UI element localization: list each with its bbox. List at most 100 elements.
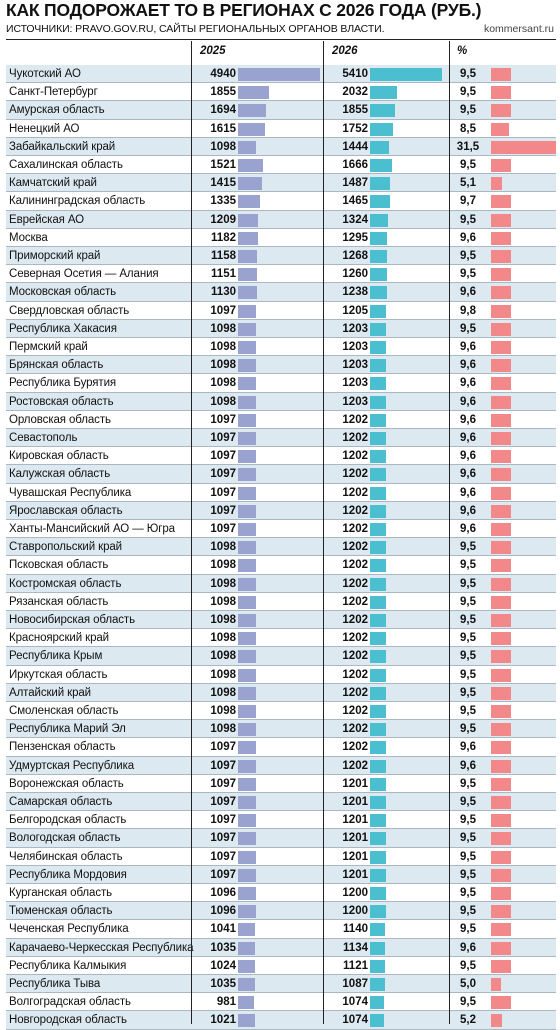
bar-2025: [238, 450, 257, 464]
bar-percent: [491, 868, 511, 882]
bar-percent: [491, 450, 511, 464]
bar-2026: [370, 104, 395, 118]
table-row: Московская область 1130 1238 9,6: [6, 283, 556, 302]
table-row: Республика Марий Эл 1098 1202 9,5: [6, 720, 556, 739]
percent-value: 9,5: [460, 577, 476, 590]
percent-value: 9,5: [460, 705, 476, 717]
bar-2025: [238, 250, 258, 263]
value-2025: 4940: [210, 68, 236, 80]
region-label: Еврейская АО: [9, 213, 85, 226]
chart-title: КАК ПОДОРОЖАЕТ ТО В РЕГИОНАХ С 2026 ГОДА…: [6, 0, 482, 20]
bar-2026: [370, 923, 386, 937]
percent-value: 9,5: [460, 850, 476, 863]
region-label: Кировская область: [9, 450, 109, 463]
table-row: Республика Бурятия 1098 1203 9,6: [6, 374, 556, 393]
value-2026: 1201: [342, 814, 368, 827]
region-label: Забайкальский край: [9, 140, 116, 153]
value-2025: 1855: [210, 86, 236, 99]
bar-2026: [370, 559, 386, 573]
row-divider: [6, 136, 556, 138]
value-2026: 1238: [342, 286, 368, 299]
bar-2025: [238, 122, 265, 136]
bar-2026: [370, 796, 386, 809]
percent-value: 9,6: [460, 413, 476, 426]
table-row: Волгоградская область 981 1074 9,5: [6, 993, 556, 1012]
value-2025: 1097: [210, 413, 236, 426]
bar-percent: [491, 231, 511, 245]
region-label: Пермский край: [9, 341, 88, 353]
bar-2026: [370, 705, 386, 718]
percent-value: 9,5: [460, 250, 476, 262]
bar-percent: [491, 140, 556, 154]
value-2026: 1487: [342, 177, 368, 190]
value-2025: 1021: [210, 1014, 236, 1027]
value-2025: 1098: [210, 541, 236, 554]
table-row: Севастополь 1097 1202 9,6: [6, 429, 556, 448]
value-2026: 1444: [342, 140, 368, 153]
value-2025: 1097: [210, 814, 236, 827]
bar-2025: [238, 796, 257, 809]
value-2026: 1666: [342, 159, 368, 171]
bar-percent: [491, 268, 511, 282]
percent-value: 5,2: [460, 1014, 476, 1027]
bar-percent: [491, 723, 511, 737]
value-2025: 1035: [210, 978, 236, 990]
region-label: Орловская область: [9, 413, 111, 426]
percent-value: 9,5: [460, 595, 476, 608]
bar-percent: [491, 322, 511, 336]
value-2025: 1098: [210, 140, 236, 153]
bar-percent: [491, 250, 511, 263]
region-label: Самарская область: [9, 796, 113, 808]
bar-2025: [238, 741, 257, 755]
value-2025: 1098: [210, 359, 236, 372]
percent-value: 9,6: [460, 504, 476, 517]
value-2025: 1097: [210, 523, 236, 535]
value-2026: 1202: [342, 432, 368, 444]
table-row: Белгородская область 1097 1201 9,5: [6, 811, 556, 830]
value-2025: 1098: [210, 650, 236, 663]
value-2026: 1202: [342, 632, 368, 645]
row-divider: [6, 82, 556, 84]
table-row: Пензенская область 1097 1202 9,6: [6, 738, 556, 757]
table-row: Еврейская АО 1209 1324 9,5: [6, 210, 556, 229]
bar-percent: [491, 741, 511, 755]
row-divider: [6, 992, 556, 994]
percent-value: 9,6: [460, 359, 476, 372]
bar-percent: [491, 195, 511, 209]
value-2026: 1202: [342, 650, 368, 663]
row-divider: [6, 919, 556, 921]
percent-value: 9,6: [460, 341, 476, 353]
bar-percent: [491, 686, 511, 700]
bar-2026: [370, 941, 386, 955]
bar-percent: [491, 814, 511, 828]
percent-value: 9,5: [460, 559, 476, 572]
bar-2025: [238, 140, 257, 154]
bar-2026: [370, 341, 386, 354]
brand-link[interactable]: kommersant.ru: [483, 23, 554, 35]
region-label: Вологодская область: [9, 832, 121, 845]
value-2025: 1615: [210, 122, 236, 135]
bar-percent: [491, 377, 511, 391]
bar-2026: [370, 450, 386, 464]
bar-percent: [491, 850, 511, 864]
value-2026: 1202: [342, 668, 368, 681]
bar-2026: [370, 759, 386, 773]
bar-2026: [370, 231, 388, 245]
value-2025: 1158: [211, 250, 236, 262]
percent-value: 9,5: [460, 86, 476, 99]
bar-percent: [491, 650, 511, 664]
bar-2025: [238, 978, 256, 991]
value-2026: 1202: [342, 486, 368, 499]
percent-value: 9,5: [460, 541, 476, 554]
region-label: Республика Крым: [9, 650, 103, 663]
region-label: Севастополь: [9, 432, 78, 444]
table-row: Алтайский край 1098 1202 9,5: [6, 683, 556, 702]
table-row: Ханты-Мансийский АО — Югра 1097 1202 9,6: [6, 520, 556, 539]
bar-2026: [370, 140, 390, 154]
region-label: Санкт-Петербург: [9, 86, 98, 99]
percent-value: 9,6: [460, 741, 476, 754]
bar-percent: [491, 832, 511, 846]
value-2025: 1098: [210, 705, 236, 717]
row-divider: [6, 646, 556, 648]
value-2026: 1202: [342, 577, 368, 590]
